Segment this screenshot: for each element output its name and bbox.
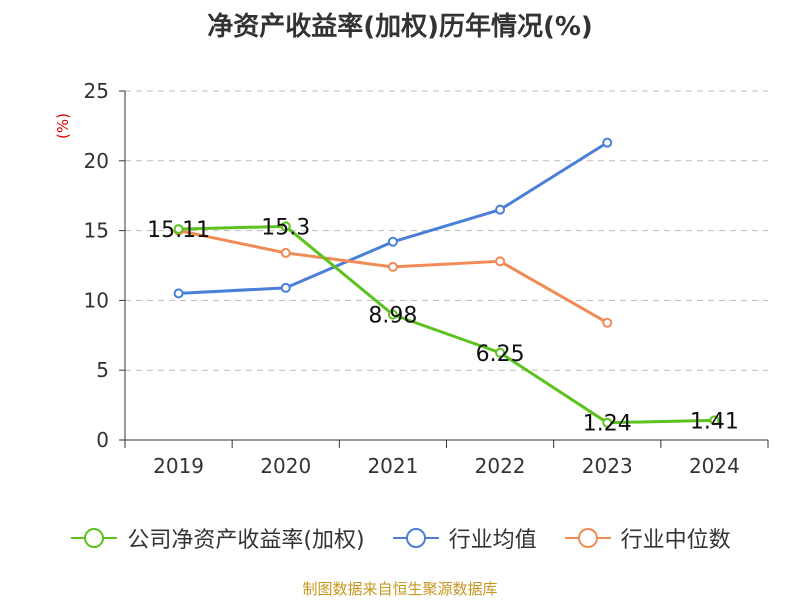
data-point — [280, 221, 291, 232]
series-lines — [173, 137, 720, 428]
legend-item-company[interactable]: 公司净资产收益率(加权) — [69, 522, 365, 554]
x-tick-label: 2022 — [475, 454, 526, 478]
y-tick-label: 0 — [96, 428, 109, 452]
y-tick-label: 15 — [84, 219, 109, 243]
data-point — [602, 417, 613, 428]
legend: 公司净资产收益率(加权) 行业均值 行业中位数 — [0, 520, 800, 556]
legend-label: 公司净资产收益率(加权) — [127, 528, 365, 553]
x-tick-label: 2023 — [582, 454, 633, 478]
x-tick-label: 2021 — [367, 454, 418, 478]
data-point — [495, 204, 506, 215]
y-tick-label: 10 — [84, 288, 109, 312]
data-point — [495, 256, 506, 267]
legend-item-industry-mean[interactable]: 行业均值 — [391, 522, 537, 554]
data-label: 15.11 — [147, 218, 210, 243]
data-point — [280, 247, 291, 258]
legend-item-industry-median[interactable]: 行业中位数 — [563, 522, 731, 554]
data-point — [387, 309, 398, 320]
legend-marker-icon — [564, 528, 611, 548]
axes: 0 5 10 15 20 25 2019 2020 2021 2022 2023 2024 (%) — [54, 79, 769, 478]
data-label: 15.3 — [261, 215, 310, 240]
x-tick-label: 2019 — [153, 454, 204, 478]
series-line — [178, 224, 715, 425]
x-tick-label: 2020 — [260, 454, 311, 478]
source-note: 制图数据来自恒生聚源数据库 — [302, 580, 498, 598]
legend-label: 行业均值 — [448, 528, 537, 553]
data-point — [387, 236, 398, 247]
grid-lines — [125, 90, 768, 371]
data-labels: 15.11 15.3 8.98 6.25 1.24 1.41 — [147, 215, 739, 436]
data-point — [173, 224, 184, 235]
y-tick-label: 20 — [84, 149, 109, 173]
legend-marker-icon — [392, 528, 439, 548]
y-tick-label: 25 — [84, 79, 109, 103]
data-point — [709, 415, 720, 426]
data-point — [280, 282, 291, 293]
data-label: 8.98 — [368, 304, 417, 329]
data-point — [495, 347, 506, 358]
y-axis-label: (%) — [54, 113, 72, 139]
y-tick-label: 5 — [96, 358, 109, 382]
data-point — [602, 137, 613, 148]
data-label: 1.41 — [690, 409, 739, 434]
data-point — [602, 317, 613, 328]
data-label: 6.25 — [476, 342, 525, 367]
legend-marker-icon — [71, 528, 118, 548]
legend-label: 行业中位数 — [620, 528, 731, 553]
chart-title: 净资产收益率(加权)历年情况(%) — [207, 12, 593, 42]
x-tick-label: 2024 — [689, 454, 740, 478]
data-point — [387, 261, 398, 272]
data-label: 1.24 — [583, 412, 632, 437]
data-point — [173, 288, 184, 299]
